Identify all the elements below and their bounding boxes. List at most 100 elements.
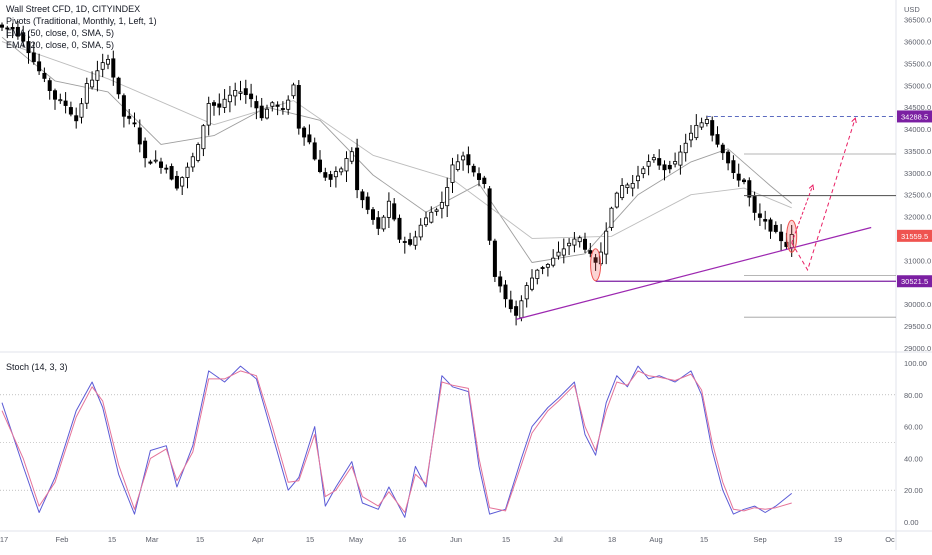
candle-body (689, 132, 694, 141)
candle (476, 167, 481, 187)
candle-body (349, 151, 354, 162)
candle-body (47, 80, 52, 91)
candle-body (397, 217, 402, 240)
candle-body (222, 98, 227, 108)
candle-body (0, 24, 4, 28)
candle (106, 54, 111, 70)
candle-body (731, 160, 736, 174)
candle (10, 23, 15, 39)
candle (567, 238, 572, 256)
time-tick-label: Aug (649, 535, 662, 544)
candle (657, 149, 662, 170)
stoch-k-line (1, 365, 793, 518)
highlight-ellipse (590, 248, 602, 282)
candle (233, 82, 238, 106)
candle (164, 164, 169, 174)
candle (678, 145, 683, 175)
candle (0, 22, 4, 32)
candles-layer[interactable] (0, 21, 794, 326)
candle-body (111, 58, 116, 78)
time-axis[interactable]: 17 Feb 15 Mar 15 Apr 15 May 16 Jun 15 Jul 18 Aug 15 Sep… (0, 535, 895, 544)
candle-body (710, 120, 715, 136)
price-tick-label: 35500.0 (904, 59, 931, 68)
candle (222, 89, 227, 113)
candle (355, 138, 360, 199)
price-tick-label: 33500.0 (904, 147, 931, 156)
candle-body (434, 209, 439, 212)
candle-body (153, 159, 158, 162)
stoch-d-line (1, 370, 792, 513)
price-tick-label: 29000.0 (904, 344, 931, 353)
candle-body (158, 161, 163, 168)
legend-symbol: Wall Street CFD, 1D, CITYINDEX (6, 4, 140, 14)
candle-body (667, 164, 672, 170)
candle-body (63, 100, 68, 106)
candle-body (185, 166, 190, 178)
candle-body (503, 284, 508, 300)
candle (307, 124, 312, 145)
candle-body (249, 93, 254, 100)
candle (689, 125, 694, 148)
candle-body (678, 151, 683, 166)
candle (111, 50, 116, 86)
candle (31, 41, 36, 65)
stoch-tick-label: 100.00 (904, 359, 927, 368)
candle-body (455, 161, 460, 170)
candle (561, 238, 566, 264)
ema20-line (1, 36, 792, 263)
candle (699, 117, 704, 130)
candle-body (174, 175, 179, 189)
candle (5, 25, 10, 39)
candle (620, 178, 625, 201)
candle (302, 126, 307, 146)
candle-body (84, 83, 89, 104)
candle (720, 142, 725, 160)
drawings-layer[interactable] (515, 115, 896, 320)
candle (370, 207, 375, 225)
candle-body (604, 230, 609, 255)
candle (95, 60, 100, 92)
candle-body (662, 164, 667, 171)
stoch-title: Stoch (14, 3, 3) (6, 362, 68, 372)
candle-body (259, 105, 264, 119)
candle (238, 80, 243, 101)
candle-body (530, 277, 535, 290)
candle (667, 160, 672, 174)
time-tick-label: May (349, 535, 363, 544)
candle-body (227, 94, 232, 103)
candle (583, 232, 588, 254)
candle (100, 53, 105, 78)
candle (535, 268, 540, 285)
candle-body (630, 183, 635, 189)
price-axis[interactable]: 36500.0 36000.0 35500.0 35000.0 34500.0 34000… (897, 16, 932, 353)
candle (201, 124, 206, 157)
candle (53, 88, 58, 110)
candle-body (106, 58, 111, 65)
candle (423, 211, 428, 227)
candle-body (461, 155, 466, 161)
candle (323, 167, 328, 181)
candle-body (121, 95, 126, 117)
candle-body (445, 187, 450, 207)
candle (84, 77, 89, 109)
candle (74, 107, 79, 129)
candle-body (238, 91, 243, 94)
candle (349, 147, 354, 165)
candle-body (68, 107, 73, 115)
candle (249, 83, 254, 108)
candle (63, 92, 68, 114)
candle (344, 151, 349, 182)
candle (646, 154, 651, 176)
candle (636, 165, 641, 189)
candle (498, 270, 503, 293)
candle (530, 269, 535, 292)
candle (455, 154, 460, 172)
candle (116, 76, 121, 99)
candle (37, 53, 42, 75)
candle-body (561, 248, 566, 256)
candle (376, 210, 381, 236)
candle (492, 238, 497, 282)
candle-body (302, 127, 307, 138)
candle (757, 203, 762, 226)
